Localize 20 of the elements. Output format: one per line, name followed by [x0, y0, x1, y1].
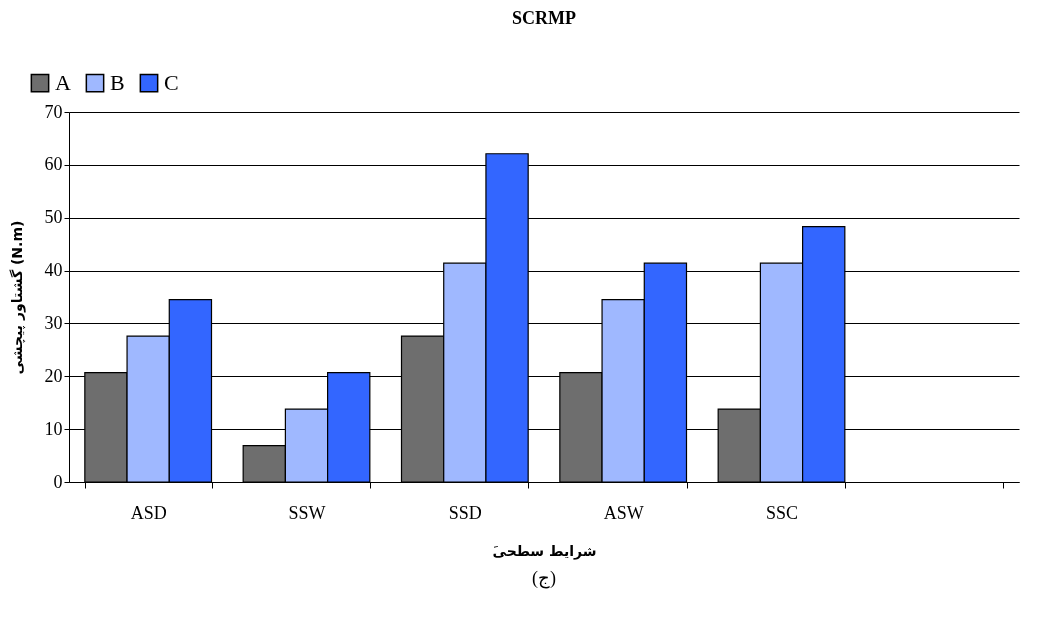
y-tick-label: 20: [44, 365, 63, 386]
y-tick-label: 60: [44, 154, 63, 175]
y-tick-label: 0: [53, 471, 63, 492]
y-tick-label: 70: [44, 101, 63, 122]
x-tick-label: SSC: [765, 502, 799, 523]
x-tick-label: SSW: [288, 502, 326, 523]
legend-label: B: [110, 70, 125, 96]
y-tick-label: 30: [44, 312, 63, 333]
y-axis-title: گشتاور پیچشی (N.m): [8, 220, 26, 375]
x-tick-label: SSD: [448, 502, 482, 523]
y-tick-label: 50: [44, 207, 63, 228]
legend-label: C: [164, 70, 179, 96]
legend-label: A: [55, 70, 71, 96]
x-axis-title: َشرایط سطحی: [492, 542, 597, 560]
y-tick-label: 10: [44, 418, 63, 439]
x-tick-label: ASW: [603, 502, 644, 523]
text: (ج): [532, 568, 556, 589]
y-tick-label: 40: [44, 260, 63, 281]
chart-title: SCRMP: [512, 8, 576, 28]
x-tick-label: ASD: [130, 502, 167, 523]
